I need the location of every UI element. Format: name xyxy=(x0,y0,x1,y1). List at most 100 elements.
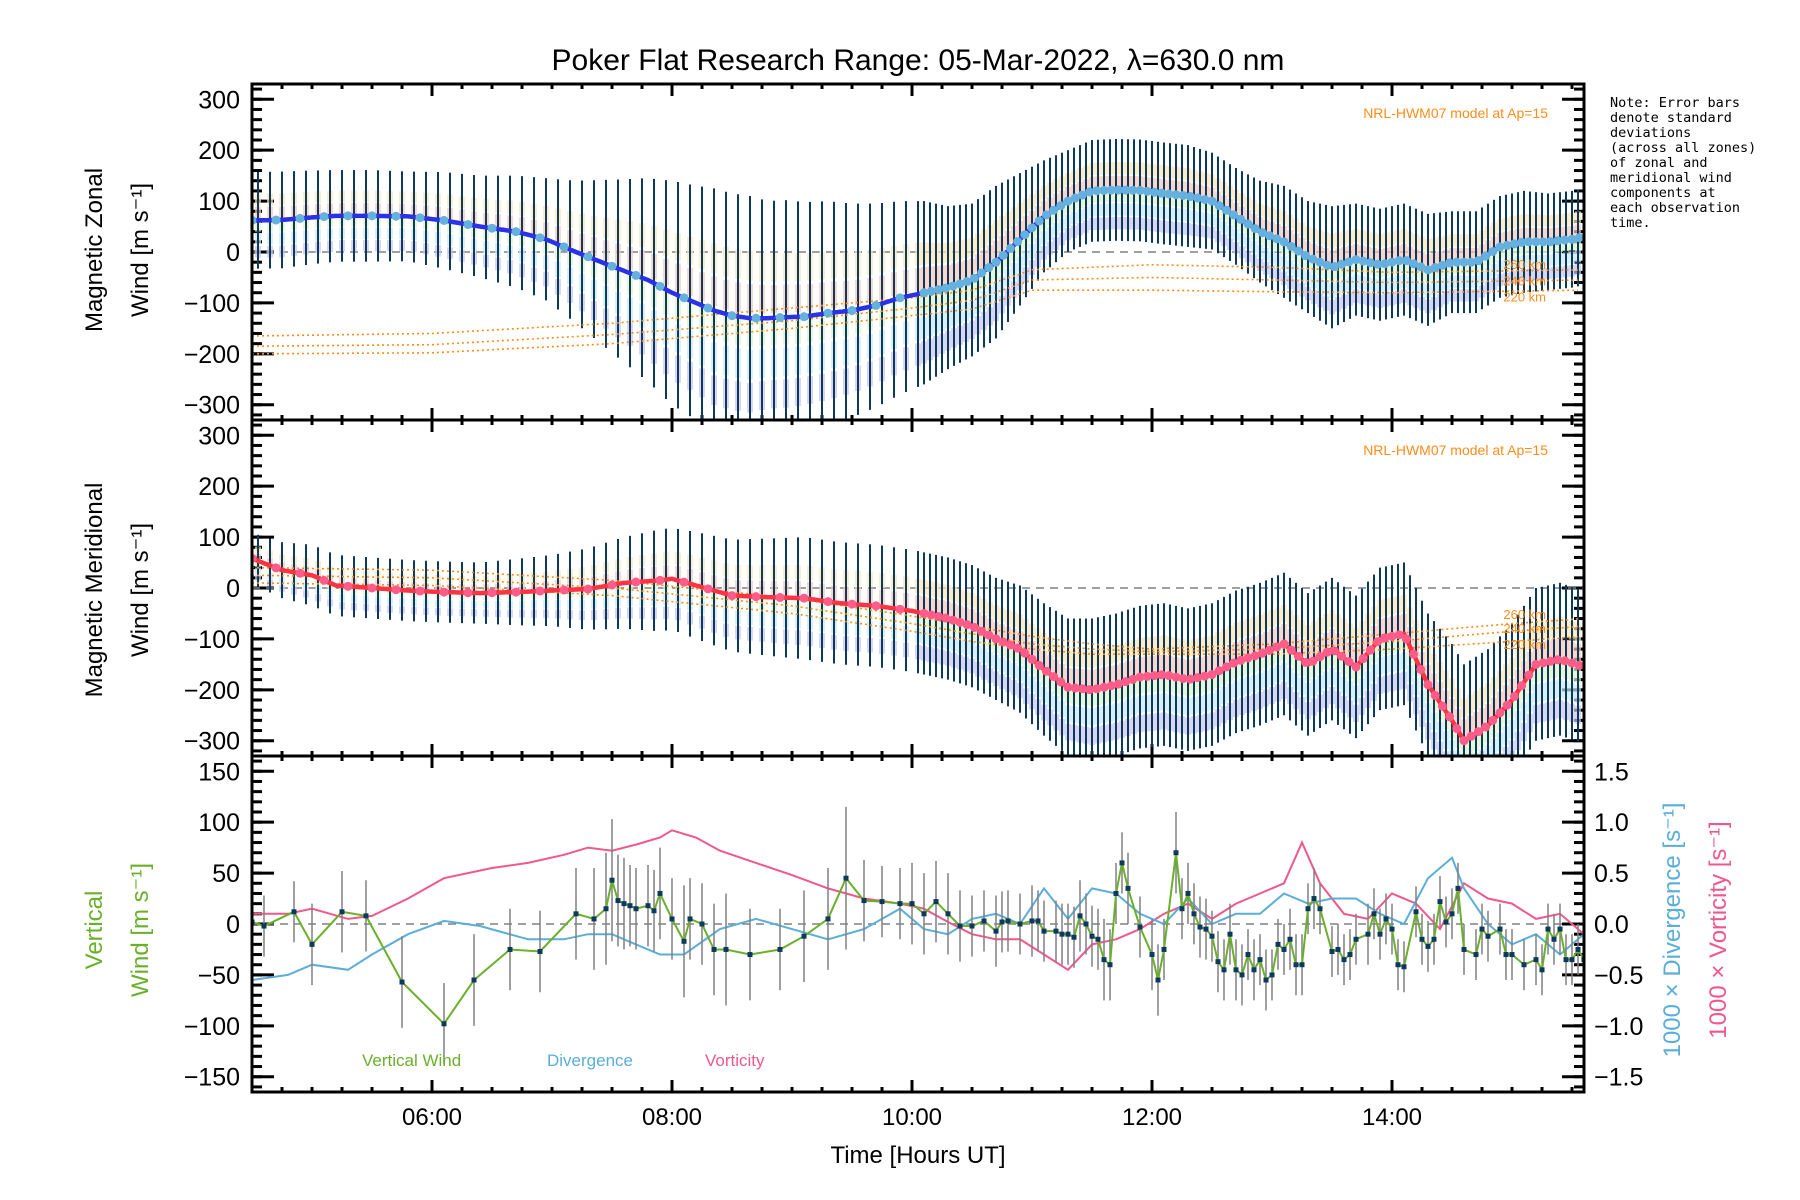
meridional-wind-point xyxy=(1157,670,1167,680)
vertical-wind-point xyxy=(1041,928,1047,934)
zone-marker xyxy=(1449,761,1455,780)
meridional-wind-point xyxy=(1322,647,1332,657)
meridional-ylabel-line2: Wind [m s⁻¹] xyxy=(127,523,154,657)
meridional-wind-point xyxy=(1092,684,1102,694)
model-altitude-label: 220 km xyxy=(1503,290,1546,305)
vertical-wind-point xyxy=(399,979,405,985)
meridional-wind-point xyxy=(977,626,987,636)
meridional-wind-point xyxy=(1178,674,1188,684)
zonal-wind-point xyxy=(295,213,305,223)
zonal-wind-point xyxy=(1207,196,1217,206)
zonal-wind-point xyxy=(1509,239,1519,249)
zonal-wind-point xyxy=(1329,262,1339,272)
zonal-wind-point xyxy=(1351,255,1361,265)
vertical-wind-point xyxy=(1419,936,1425,942)
meridional-wind-point xyxy=(871,601,881,611)
meridional-wind-point xyxy=(295,568,305,578)
zone-marker xyxy=(1479,770,1485,789)
zonal-wind-point xyxy=(1459,257,1469,267)
vertical-wind-point xyxy=(651,908,657,914)
meridional-wind-point xyxy=(1099,682,1109,692)
zone-marker xyxy=(1461,781,1467,800)
vertical-wind-point xyxy=(879,899,885,905)
zonal-ylabel-line2: Wind [m s⁻¹] xyxy=(127,183,154,317)
zonal-wind-point xyxy=(998,250,1008,260)
model-line-240-km xyxy=(252,276,1579,347)
vertical-wind-point xyxy=(1077,913,1083,919)
vertical-wind-point xyxy=(897,901,903,907)
y-tick-label: 100 xyxy=(198,809,240,837)
vertical-wind-point xyxy=(1473,952,1479,958)
zonal-wind-point xyxy=(1034,216,1044,226)
zonal-wind-point xyxy=(1409,259,1419,269)
vertical-wind-point xyxy=(1425,943,1431,949)
model-altitude-label: 260 km xyxy=(1503,607,1546,622)
meridional-wind-point xyxy=(1113,679,1123,689)
vertical-wind-point xyxy=(1353,936,1359,942)
zonal-wind-point xyxy=(799,312,809,322)
zonal-wind-point xyxy=(1185,192,1195,202)
vertical-wind-point xyxy=(573,911,579,917)
zonal-wind-point xyxy=(1113,185,1123,195)
zonal-wind-point xyxy=(391,211,401,221)
vertical-wind-point xyxy=(1149,952,1155,958)
vertical-wind-point xyxy=(723,946,729,952)
meridional-wind-point xyxy=(319,575,329,585)
vertical-wind-point xyxy=(1155,977,1161,983)
zonal-wind-point xyxy=(1221,205,1231,215)
meridional-wind-point xyxy=(1193,673,1203,683)
vertical-wind-point xyxy=(1395,962,1401,968)
zonal-wind-point xyxy=(1574,233,1584,243)
vertical-wind-point xyxy=(1209,933,1215,939)
meridional-wind-point xyxy=(926,610,936,620)
zonal-wind-point xyxy=(1257,228,1267,238)
meridional-wind-point xyxy=(1308,656,1318,666)
vertical-wind-point xyxy=(699,921,705,927)
vertical-ylabel-line2: Wind [m s⁻¹] xyxy=(127,863,154,997)
zonal-wind-point xyxy=(933,285,943,295)
meridional-wind-point xyxy=(1070,683,1080,693)
error-bar-note: Note: Error bars denote standard deviati… xyxy=(1610,95,1757,231)
vertical-wind-point xyxy=(1563,957,1569,963)
vertical-wind-point xyxy=(711,946,717,952)
meridional-wind-point xyxy=(1272,642,1282,652)
meridional-wind-point xyxy=(969,622,979,632)
vertical-wind-point xyxy=(1533,957,1539,963)
zonal-wind-point xyxy=(1337,259,1347,269)
vertical-wind-point xyxy=(1317,906,1323,912)
vertical-wind-point xyxy=(1347,952,1353,958)
zonal-wind-point xyxy=(1092,186,1102,196)
meridional-wind-point xyxy=(1545,656,1555,666)
zonal-wind-point xyxy=(823,308,833,318)
zonal-wind-point xyxy=(1250,224,1260,234)
zonal-wind-point xyxy=(1243,219,1253,229)
zonal-wind-point xyxy=(1567,234,1577,244)
meridional-wind-point xyxy=(751,592,761,602)
vertical-wind-point xyxy=(1401,964,1407,970)
legend-vertical-wind: Vertical Wind xyxy=(362,1051,461,1070)
meridional-ylabel-line1: Magnetic Meridional xyxy=(81,483,108,698)
meridional-wind-point xyxy=(1013,643,1023,653)
meridional-wind-point xyxy=(1121,677,1131,687)
meridional-wind-point xyxy=(1567,658,1577,668)
vertical-wind-point xyxy=(1281,946,1287,952)
zonal-wind-point xyxy=(271,215,281,225)
zonal-wind-point xyxy=(1315,257,1325,267)
vertical-wind-point xyxy=(1539,967,1545,973)
vertical-wind-point xyxy=(1095,936,1101,942)
zonal-wind-point xyxy=(1394,256,1404,266)
model-altitude-label: 260 km xyxy=(1503,257,1546,272)
vertical-wind-point xyxy=(657,890,663,896)
y-tick-label: −200 xyxy=(184,677,240,705)
zonal-wind-point xyxy=(1380,259,1390,269)
zonal-wind-point xyxy=(1178,190,1188,200)
meridional-wind-point xyxy=(1430,690,1440,700)
meridional-wind-point xyxy=(1466,731,1476,741)
meridional-wind-point xyxy=(343,581,353,591)
model-line-220-km xyxy=(252,289,1578,355)
vertical-wind-point xyxy=(969,923,975,929)
meridional-wind-point xyxy=(1373,637,1383,647)
meridional-wind-point xyxy=(487,588,497,598)
meridional-wind-point xyxy=(1517,681,1527,691)
zonal-wind-point xyxy=(1531,237,1541,247)
